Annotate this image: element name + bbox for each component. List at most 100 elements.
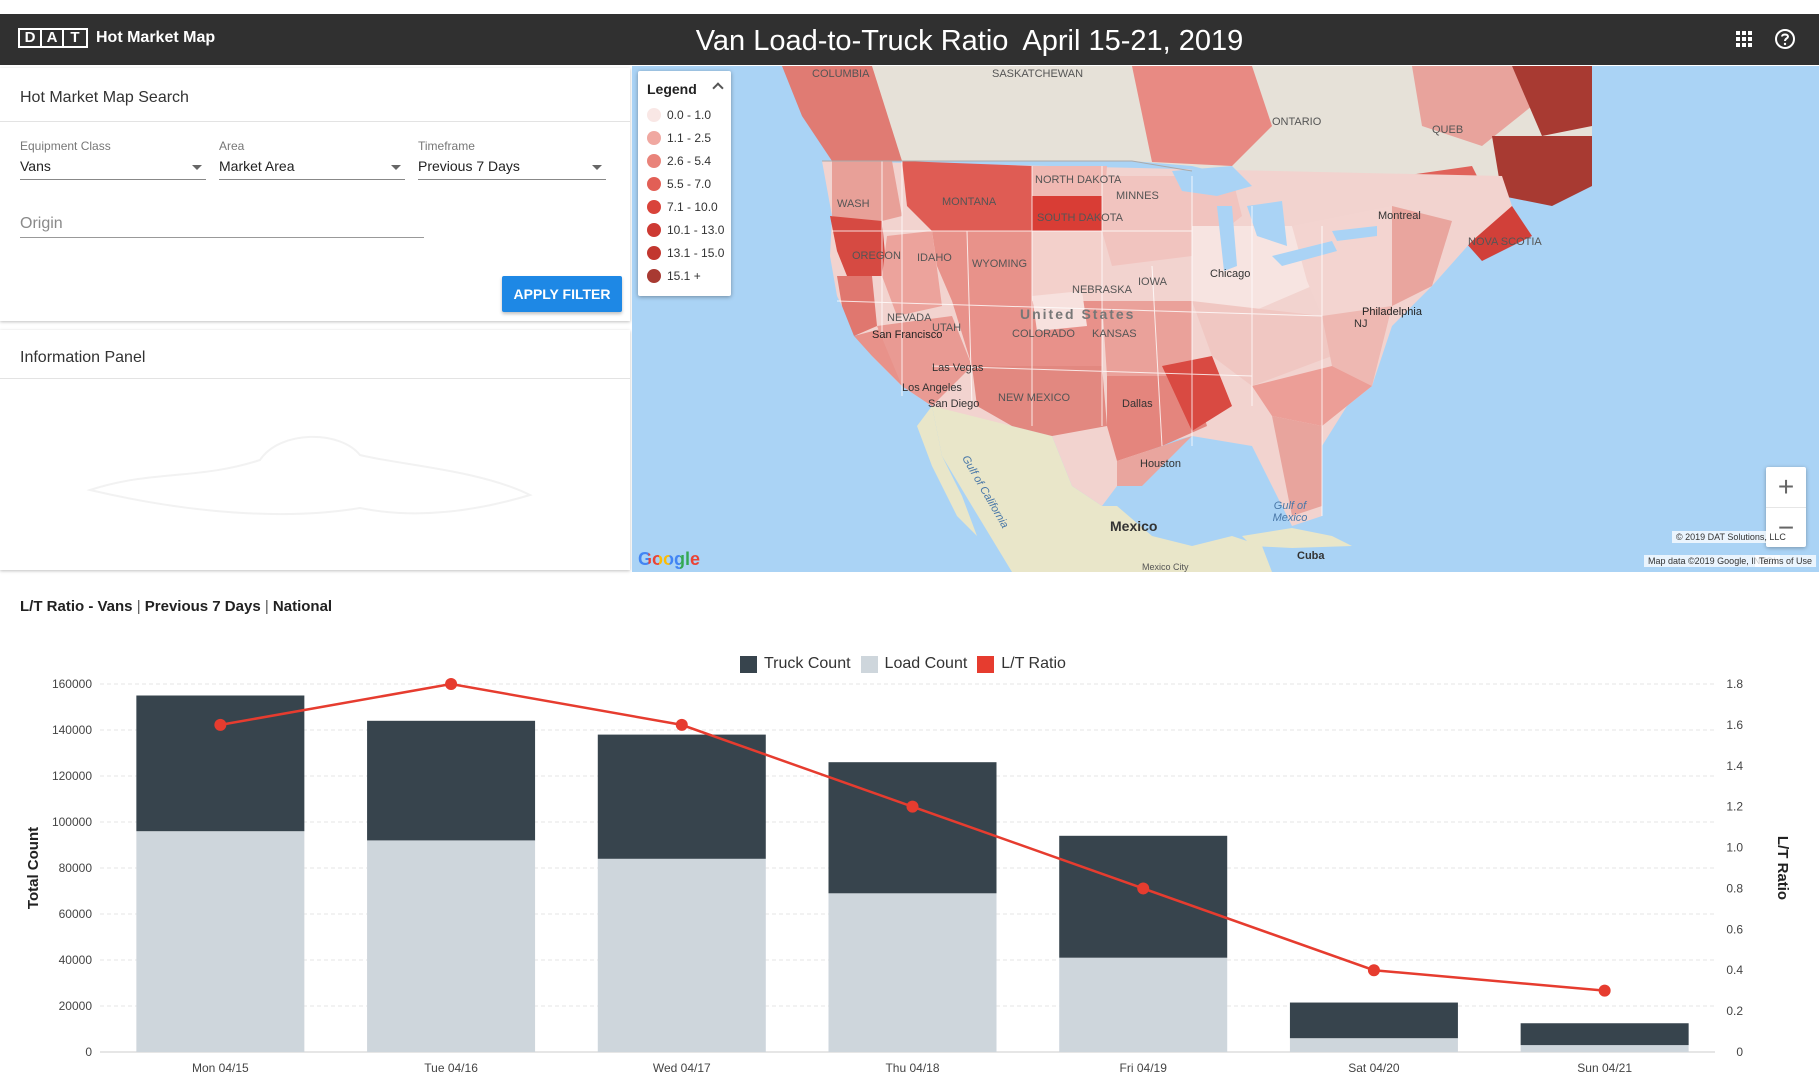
map-label-nj: NJ xyxy=(1354,318,1368,330)
apply-filter-button[interactable]: APPLY FILTER xyxy=(502,276,622,312)
timeframe-label: Timeframe xyxy=(418,139,475,153)
y-tick-label: 140000 xyxy=(52,723,92,737)
chart-legend-item[interactable]: L/T Ratio xyxy=(977,655,1066,673)
bar-truck-count xyxy=(136,695,305,832)
map-label-philadelphia: Philadelphia xyxy=(1362,306,1422,318)
information-panel-title: Information Panel xyxy=(20,349,146,366)
bar-truck-count xyxy=(1520,1023,1689,1046)
page-title: Van Load-to-Truck Ratio April 15-21, 2019 xyxy=(0,25,1819,58)
y-tick-label: 40000 xyxy=(59,953,93,967)
legend-swatch xyxy=(647,131,661,145)
chart-legend-item[interactable]: Truck Count xyxy=(740,655,851,673)
hot-market-map[interactable]: COLUMBIA SASKATCHEWAN ONTARIO QUEB WASH … xyxy=(632,66,1819,572)
timeframe-value: Previous 7 Days xyxy=(418,158,520,174)
legend-label: 2.6 - 5.4 xyxy=(667,154,712,168)
chevron-up-icon[interactable] xyxy=(712,82,724,94)
map-legend: Legend 0.0 - 1.0 1.1 - 2.5 2.6 - 5.4 5.5 - … xyxy=(638,71,731,296)
legend-item: 2.6 - 5.4 xyxy=(647,152,711,170)
search-panel-divider xyxy=(0,121,630,122)
y-tick-label: 120000 xyxy=(52,769,92,783)
y2-tick-label: 0.4 xyxy=(1726,963,1743,977)
equipment-class-select[interactable]: Vans xyxy=(20,154,206,180)
logo-letter-a: A xyxy=(42,30,64,46)
map-label-mexico: Mexico xyxy=(1110,518,1158,534)
legend-swatch xyxy=(647,154,661,168)
lt-ratio-point xyxy=(214,718,227,731)
y2-tick-label: 0.8 xyxy=(1726,881,1743,895)
brand[interactable]: D A T Hot Market Map xyxy=(18,28,215,48)
page-title-text: Van Load-to-Truck Ratio xyxy=(695,25,1009,57)
chart-legend-item[interactable]: Load Count xyxy=(860,655,967,673)
search-panel: Hot Market Map Search Equipment Class Va… xyxy=(0,68,630,321)
chart-title-main: L/T Ratio - Vans xyxy=(20,598,133,615)
y2-tick-label: 1.2 xyxy=(1726,800,1743,814)
google-logo-text: Google xyxy=(638,549,700,569)
map-label-north-dakota: NORTH DAKOTA xyxy=(1035,174,1122,186)
bar-load-count xyxy=(1520,1045,1689,1052)
legend-swatch xyxy=(647,223,661,237)
google-logo[interactable]: Google xyxy=(638,549,700,570)
map-label-los-angeles: Los Angeles xyxy=(902,382,962,394)
chart-title: L/T Ratio - Vans | Previous 7 Days | Nat… xyxy=(20,598,332,615)
map-label-idaho: IDAHO xyxy=(917,252,952,264)
legend-label: 0.0 - 1.0 xyxy=(667,108,712,122)
lt-ratio-point xyxy=(906,800,919,813)
map-label-saskatchewan: SASKATCHEWAN xyxy=(992,68,1084,80)
map-terms-link[interactable]: Terms of Use xyxy=(1755,555,1817,567)
legend-label: 15.1 + xyxy=(667,269,701,283)
y2-tick-label: 1.8 xyxy=(1726,677,1743,691)
bar-load-count xyxy=(1059,957,1228,1052)
y2-tick-label: 0.2 xyxy=(1726,1004,1743,1018)
origin-input[interactable] xyxy=(20,210,424,238)
y-tick-label: 80000 xyxy=(59,861,93,875)
y2-tick-label: 1.6 xyxy=(1726,718,1743,732)
legend-item: 5.5 - 7.0 xyxy=(647,175,711,193)
map-label-nova-scotia: NOVA SCOTIA xyxy=(1468,236,1542,248)
app-name: Hot Market Map xyxy=(96,29,216,46)
bar-load-count xyxy=(367,840,536,1052)
lt-ratio-point xyxy=(675,718,688,731)
y2-tick-label: 0 xyxy=(1736,1045,1743,1059)
map-label-gulf-of-mexico: Gulf of Mexico xyxy=(1272,500,1308,524)
equipment-class-value: Vans xyxy=(20,158,51,174)
y-tick-label: 60000 xyxy=(59,907,93,921)
chart-title-area: National xyxy=(272,598,333,615)
area-label: Area xyxy=(219,139,245,153)
chart-legend: Truck Count Load Count L/T Ratio xyxy=(740,655,1076,673)
zoom-in-button[interactable]: + xyxy=(1766,467,1806,507)
x-tick-label: Thu 04/18 xyxy=(885,1061,939,1075)
map-label-colorado: COLORADO xyxy=(1012,328,1075,340)
y2-axis-title: L/T Ratio xyxy=(1774,836,1791,900)
x-tick-label: Mon 04/15 xyxy=(192,1061,249,1075)
apps-grid-icon[interactable] xyxy=(1734,29,1754,49)
page-title-dates: April 15-21, 2019 xyxy=(1022,25,1244,57)
lt-ratio-point xyxy=(1367,964,1380,977)
timeframe-select[interactable]: Previous 7 Days xyxy=(418,154,606,180)
map-label-quebec: QUEB xyxy=(1432,124,1464,136)
map-label-san-diego: San Diego xyxy=(928,398,980,410)
chart-title-timeframe: Previous 7 Days xyxy=(144,598,261,615)
map-label-kansas: KANSAS xyxy=(1092,328,1137,340)
legend-swatch xyxy=(647,108,661,122)
map-legend-title: Legend xyxy=(647,81,697,97)
y-tick-label: 100000 xyxy=(52,815,92,829)
legend-item: 10.1 - 13.0 xyxy=(647,221,724,239)
bar-load-count xyxy=(828,893,997,1052)
map-label-houston: Houston xyxy=(1140,458,1181,470)
y2-tick-label: 1.0 xyxy=(1726,841,1743,855)
chart-legend-swatch xyxy=(740,655,757,673)
bar-load-count xyxy=(597,858,766,1052)
faint-map-watermark xyxy=(86,435,533,516)
help-icon[interactable] xyxy=(1774,28,1796,50)
area-select[interactable]: Market Area xyxy=(219,154,405,180)
legend-swatch xyxy=(647,200,661,214)
map-label-columbia: COLUMBIA xyxy=(812,68,870,80)
information-panel: Information Panel xyxy=(0,330,630,570)
map-label-las-vegas: Las Vegas xyxy=(932,362,984,374)
y2-tick-label: 0.6 xyxy=(1726,922,1743,936)
map-label-cuba: Cuba xyxy=(1297,550,1325,562)
y-tick-label: 20000 xyxy=(59,999,93,1013)
chevron-down-icon xyxy=(391,165,401,170)
bar-load-count xyxy=(1289,1038,1458,1052)
legend-label: 13.1 - 15.0 xyxy=(667,246,725,260)
